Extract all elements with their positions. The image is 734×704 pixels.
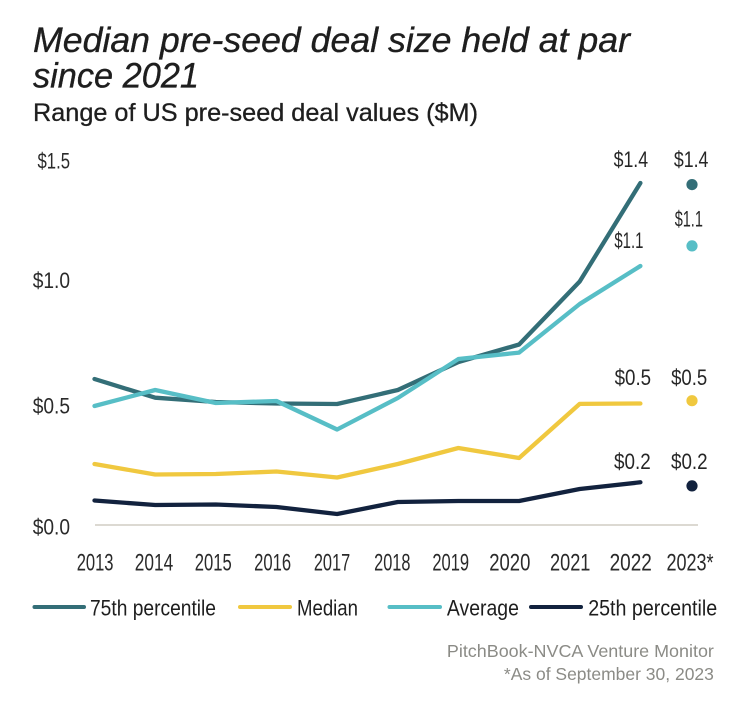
svg-text:$1.5: $1.5 [38,148,71,173]
svg-text:2019: 2019 [432,550,469,577]
svg-text:25th percentile: 25th percentile [588,596,717,621]
svg-text:$1.4: $1.4 [674,147,709,172]
svg-text:Median: Median [297,596,358,621]
svg-text:$0.0: $0.0 [33,515,70,540]
svg-text:$0.5: $0.5 [615,365,652,390]
svg-text:2022: 2022 [610,550,652,577]
svg-text:2013: 2013 [77,550,114,577]
svg-text:2014: 2014 [135,550,173,577]
svg-text:2015: 2015 [195,550,232,577]
svg-text:2023*: 2023* [666,550,713,577]
svg-text:$1.1: $1.1 [614,228,643,253]
svg-text:2021: 2021 [550,550,590,577]
svg-text:$0.5: $0.5 [33,394,70,419]
svg-text:$0.2: $0.2 [671,449,708,474]
svg-text:2018: 2018 [374,550,410,577]
svg-text:$1.1: $1.1 [675,207,703,232]
svg-text:$0.5: $0.5 [671,365,707,390]
svg-text:*As of September 30, 2023: *As of September 30, 2023 [504,664,714,684]
svg-text:$1.0: $1.0 [33,268,70,293]
svg-text:2020: 2020 [489,550,530,577]
svg-text:75th percentile: 75th percentile [90,596,216,621]
svg-text:2016: 2016 [254,550,291,577]
svg-text:Range of US pre-seed deal valu: Range of US pre-seed deal values ($M) [33,99,478,127]
svg-text:$1.4: $1.4 [614,147,649,172]
svg-text:Median pre-seed deal size held: Median pre-seed deal size held at par [33,21,631,60]
svg-text:$0.2: $0.2 [614,449,651,474]
svg-text:since 2021: since 2021 [33,57,199,96]
svg-text:2017: 2017 [314,550,350,577]
svg-text:PitchBook-NVCA Venture Monitor: PitchBook-NVCA Venture Monitor [447,641,714,661]
svg-text:Average: Average [447,596,519,621]
